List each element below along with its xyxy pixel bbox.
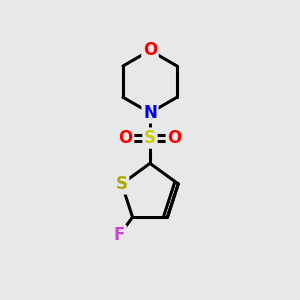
Text: S: S bbox=[144, 129, 156, 147]
Text: N: N bbox=[143, 104, 157, 122]
Text: O: O bbox=[118, 129, 133, 147]
Text: S: S bbox=[116, 175, 128, 193]
Text: F: F bbox=[114, 226, 125, 244]
Text: O: O bbox=[167, 129, 182, 147]
Text: O: O bbox=[143, 41, 157, 59]
